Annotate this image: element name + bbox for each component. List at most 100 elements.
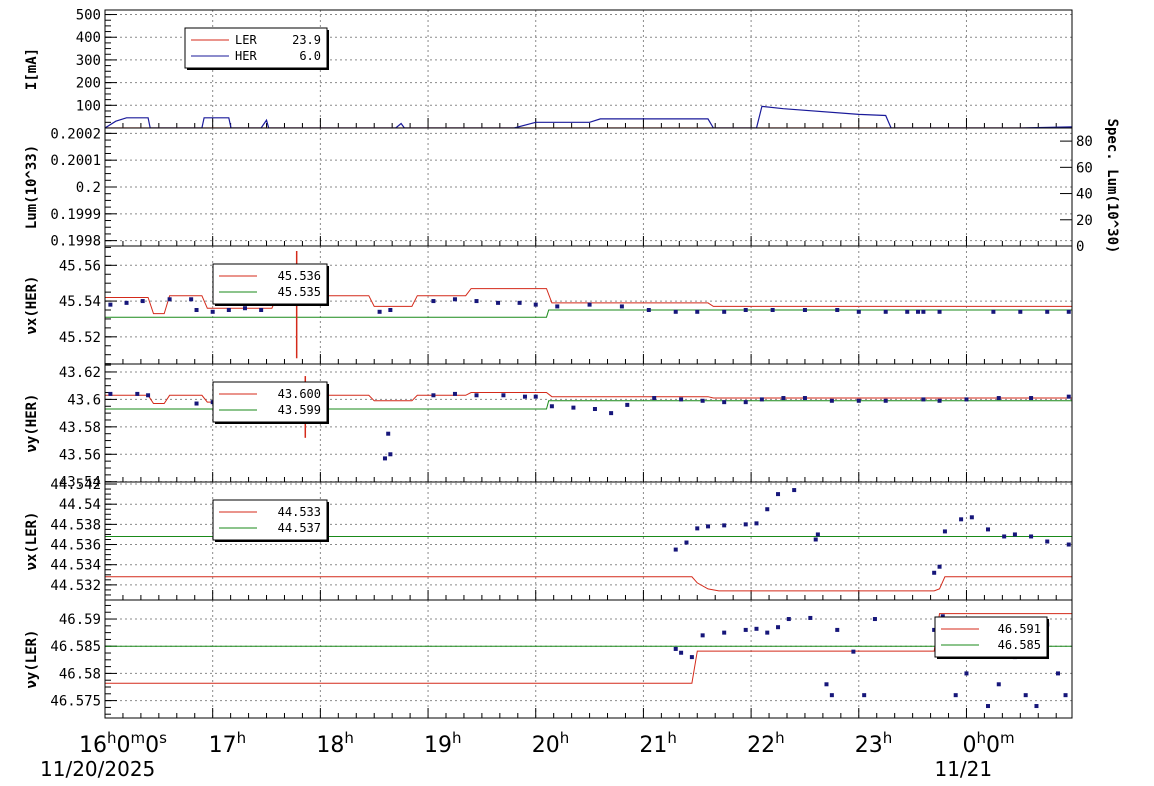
data-point	[452, 297, 457, 302]
data-point	[743, 522, 748, 527]
y-tick-label: 0.2001	[50, 153, 101, 169]
data-point	[549, 404, 554, 409]
data-point	[776, 625, 781, 630]
x-tick-label-part: h	[883, 729, 893, 747]
y-axis-title: νy(HER)	[24, 393, 40, 452]
y-tick-label: 43.56	[59, 447, 101, 463]
data-point	[646, 308, 651, 313]
y-tick-label: 43.62	[59, 365, 101, 381]
data-point	[872, 617, 877, 622]
data-point	[1066, 542, 1071, 547]
data-point	[167, 297, 172, 302]
data-point	[377, 309, 382, 314]
data-point	[673, 547, 678, 552]
data-point	[851, 649, 856, 654]
data-point	[1045, 539, 1050, 544]
series-line-set-red	[105, 392, 1072, 404]
data-point	[1066, 394, 1071, 399]
data-point	[759, 397, 764, 402]
panel-luminosity: 0.2002 0.2001 0.2 0.1999 0.1998 80 60 40 20 0 Spec…	[24, 119, 1120, 255]
legend-value: 45.535	[278, 285, 321, 299]
y-axis-title: νx(HER)	[24, 275, 40, 334]
x-tick-label-part: 21	[639, 733, 667, 758]
x-date-label: 11/20/2025	[40, 757, 155, 781]
data-point	[921, 309, 926, 314]
data-point	[388, 308, 393, 313]
data-point	[592, 407, 597, 412]
data-point	[905, 309, 910, 314]
data-point	[991, 309, 996, 314]
data-point	[937, 564, 942, 569]
data-point	[1066, 309, 1071, 314]
legend-value: 43.600	[278, 387, 321, 401]
data-point	[862, 693, 867, 698]
data-point	[242, 306, 247, 311]
series-line-set-red	[105, 576, 1072, 592]
data-point	[802, 308, 807, 313]
x-tick-label-part: 16	[79, 733, 107, 758]
data-point	[1029, 534, 1034, 539]
data-point	[921, 397, 926, 402]
legend-value: 46.591	[998, 622, 1041, 636]
data-point	[124, 300, 129, 305]
legend-box	[212, 499, 328, 541]
data-point	[619, 304, 624, 309]
data-point	[555, 304, 560, 309]
data-point	[743, 400, 748, 405]
series-line-set-red	[105, 613, 1072, 684]
y-axis-title: νy(LER)	[24, 629, 40, 688]
data-point	[835, 308, 840, 313]
data-point	[959, 517, 964, 522]
data-point	[689, 655, 694, 660]
y-tick-label: 43.6	[67, 392, 101, 408]
x-tick-label-part: 17	[209, 733, 237, 758]
legend: LER 23.9 HER 6.0	[184, 27, 329, 70]
y-tick-label: 46.59	[59, 612, 101, 628]
data-point	[808, 615, 813, 620]
y-tick-label: 44.536	[50, 538, 101, 554]
data-point	[625, 402, 630, 407]
data-point	[517, 300, 522, 305]
x-tick-label-part: h	[775, 729, 785, 747]
data-point	[673, 646, 678, 651]
legend-value: 23.9	[292, 33, 321, 47]
data-point	[765, 507, 770, 512]
x-tick-label-part: 23	[855, 733, 883, 758]
x-tick-label-part: 20	[532, 733, 560, 758]
data-point	[964, 397, 969, 402]
legend-series-name: HER	[235, 49, 257, 63]
legend: 43.600 43.599	[212, 381, 329, 424]
x-tick-label-part: 0	[986, 733, 1000, 758]
data-point	[679, 650, 684, 655]
data-point	[996, 682, 1001, 687]
y-tick-label: 300	[76, 53, 101, 69]
y-tick-label: 45.52	[59, 330, 101, 346]
y-tick-label: 43.54	[59, 475, 101, 491]
data-point	[1045, 309, 1050, 314]
y-tick-label: 200	[76, 76, 101, 92]
data-point	[386, 431, 391, 436]
legend: 45.536 45.535	[212, 263, 329, 306]
y-right-axis-title: Spec. Lum(10^30)	[1104, 119, 1120, 254]
x-tick-label-part: h	[560, 729, 570, 747]
data-point	[856, 309, 861, 314]
data-point	[226, 308, 231, 313]
data-point	[684, 540, 689, 545]
data-point	[382, 456, 387, 461]
data-point	[883, 309, 888, 314]
y-tick-label: 44.532	[50, 578, 101, 594]
data-point	[722, 309, 727, 314]
data-point	[1018, 309, 1023, 314]
y-tick-label: 500	[76, 8, 101, 24]
legend-series-name: LER	[235, 33, 257, 47]
data-point	[815, 532, 820, 537]
y-right-tick-label: 40	[1076, 187, 1093, 203]
data-point	[953, 693, 958, 698]
legend-value: 43.599	[278, 403, 321, 417]
y-tick-label: 44.542	[50, 477, 101, 493]
x-tick-label: 20h	[532, 729, 570, 758]
legend-box	[212, 381, 328, 423]
data-point	[824, 682, 829, 687]
data-point	[679, 397, 684, 402]
